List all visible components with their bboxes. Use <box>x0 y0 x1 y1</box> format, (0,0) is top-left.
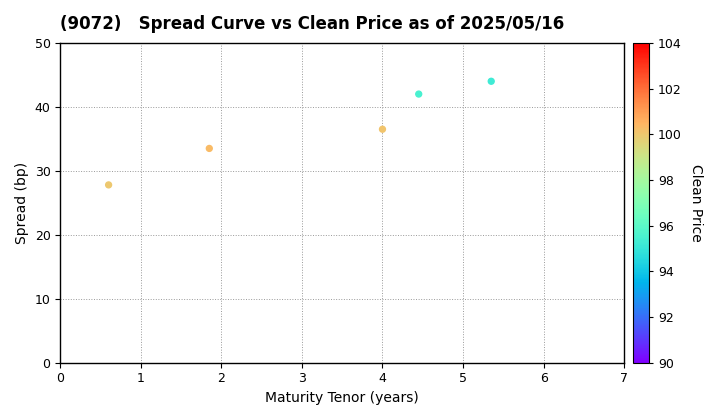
Point <box>413 91 425 97</box>
Y-axis label: Clean Price: Clean Price <box>689 164 703 242</box>
Point <box>204 145 215 152</box>
Text: (9072)   Spread Curve vs Clean Price as of 2025/05/16: (9072) Spread Curve vs Clean Price as of… <box>60 15 564 33</box>
Y-axis label: Spread (bp): Spread (bp) <box>15 162 29 244</box>
Point <box>377 126 388 133</box>
Point <box>103 181 114 188</box>
X-axis label: Maturity Tenor (years): Maturity Tenor (years) <box>266 391 419 405</box>
Point <box>485 78 497 84</box>
